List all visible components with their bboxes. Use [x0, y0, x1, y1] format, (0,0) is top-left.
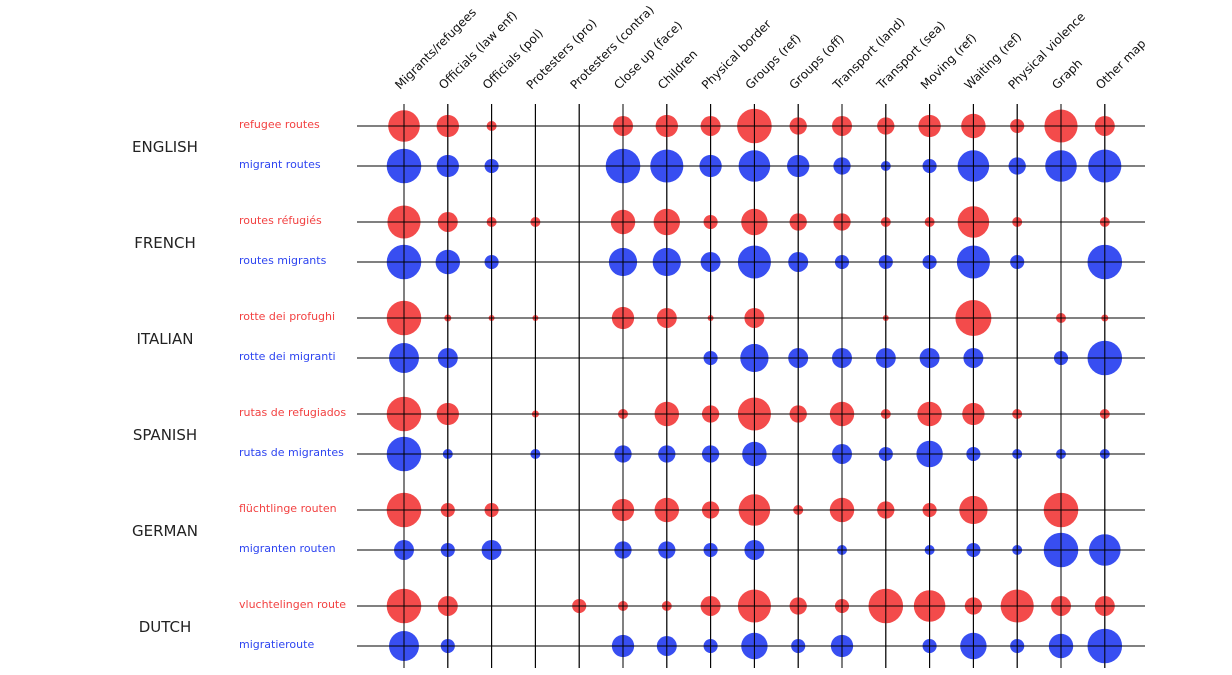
- row-label: rotte dei migranti: [239, 350, 336, 363]
- language-label: SPANISH: [133, 426, 197, 444]
- row-label: flüchtlinge routen: [239, 502, 337, 515]
- row-label: refugee routes: [239, 118, 320, 131]
- language-label: DUTCH: [139, 618, 192, 636]
- row-label: rutas de refugiados: [239, 406, 346, 419]
- row-label: routes migrants: [239, 254, 327, 267]
- bubbles: [386, 108, 1123, 664]
- column-label: Children: [655, 47, 700, 92]
- column-label: Physical violence: [1005, 10, 1088, 93]
- language-label: GERMAN: [132, 522, 198, 540]
- row-label: rutas de migrantes: [239, 446, 344, 459]
- grid-overlay: [357, 104, 1145, 668]
- row-label: migrant routes: [239, 158, 321, 171]
- row-label: migratieroute: [239, 638, 314, 651]
- column-label: Protesters (contra): [567, 3, 656, 92]
- column-label: Officials (law enf): [436, 8, 520, 92]
- language-label: ITALIAN: [137, 330, 194, 348]
- row-label: routes réfugiés: [239, 214, 322, 227]
- column-label: Graph: [1049, 56, 1085, 92]
- row-label: migranten routen: [239, 542, 336, 555]
- grid: [357, 104, 1145, 668]
- row-label: vluchtelingen route: [239, 598, 346, 611]
- language-label: ENGLISH: [132, 138, 198, 156]
- language-label: FRENCH: [134, 234, 196, 252]
- column-label: Other map: [1093, 37, 1149, 93]
- column-label: Migrants/refugees: [392, 5, 479, 92]
- column-label: Transport (land): [830, 15, 908, 93]
- row-label: rotte dei profughi: [239, 310, 335, 323]
